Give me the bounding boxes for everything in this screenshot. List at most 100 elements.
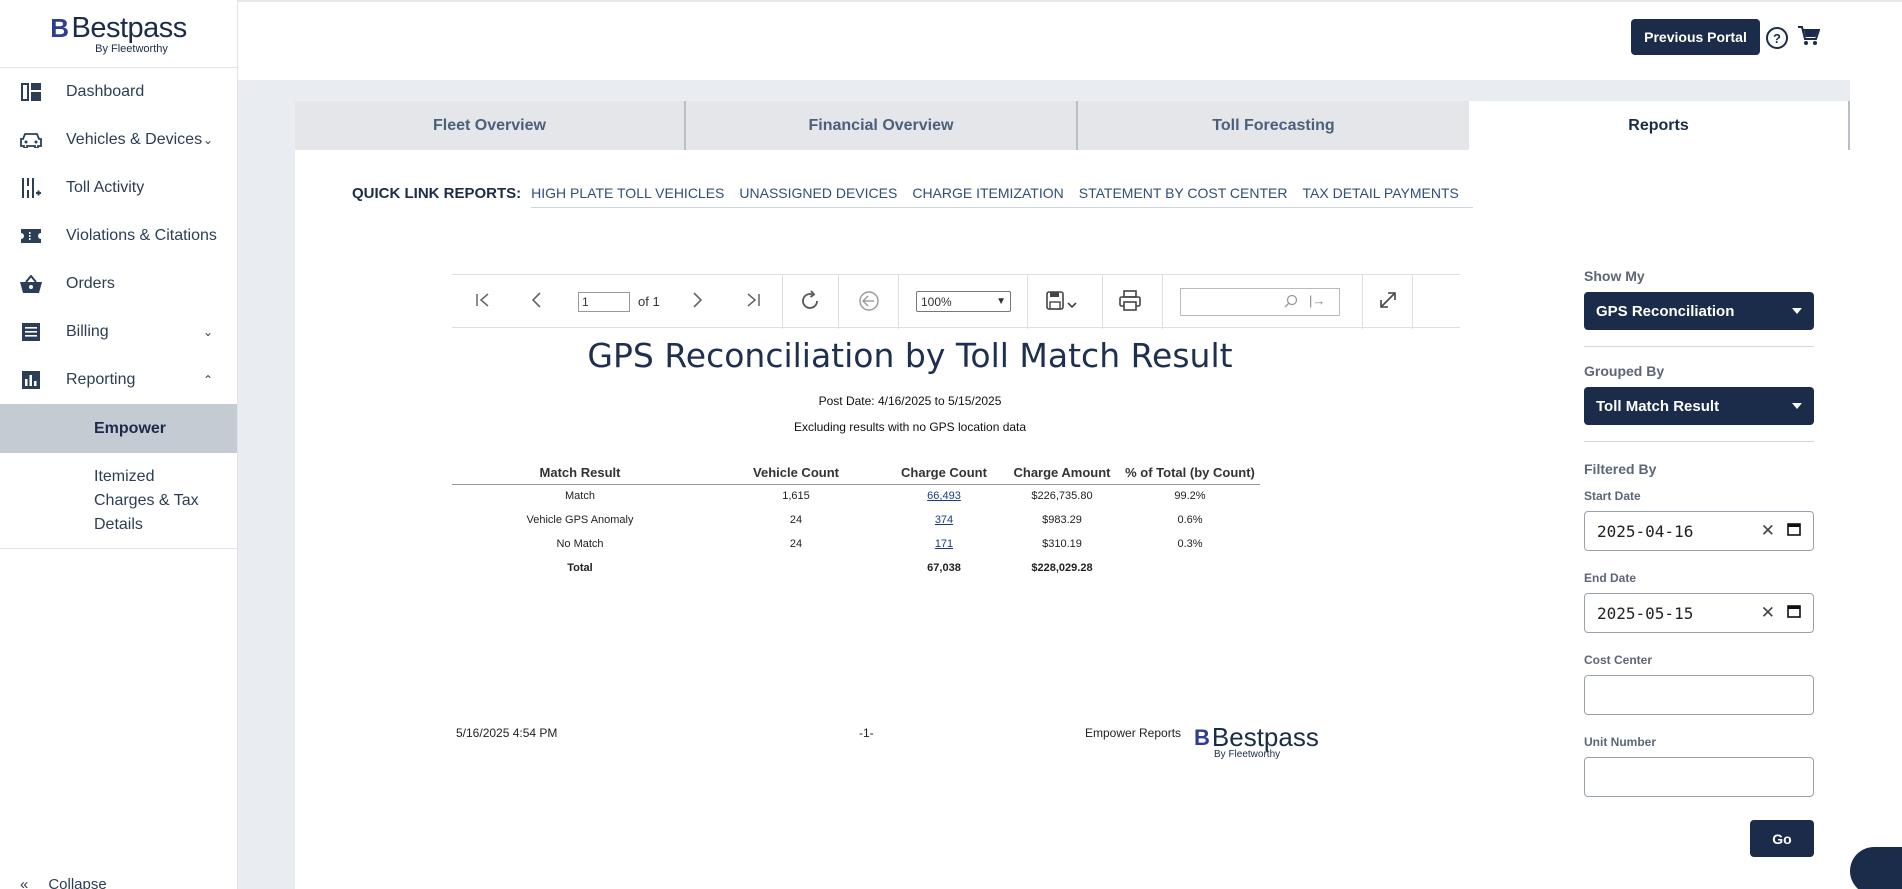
charge-count-link[interactable]: 171: [934, 538, 954, 550]
chevron-up-icon: ⌃: [202, 373, 213, 387]
quick-link-high-plate[interactable]: HIGH PLATE TOLL VEHICLES: [531, 185, 725, 201]
report-source: Empower Reports: [1085, 726, 1182, 740]
tab-financial-overview[interactable]: Financial Overview: [686, 101, 1078, 150]
end-date-input[interactable]: 2025-05-15 ✕: [1584, 593, 1814, 633]
help-icon[interactable]: ?: [1766, 27, 1788, 49]
print-icon[interactable]: [1119, 290, 1141, 312]
match-result-cell: Match: [565, 490, 595, 503]
charge-amount-cell: $226,735.80: [1031, 490, 1093, 503]
vehicle-count-cell: 1,615: [782, 490, 810, 503]
clear-icon[interactable]: ✕: [1760, 521, 1775, 540]
toolbar-divider: [1362, 275, 1363, 329]
sidebar-item-orders[interactable]: Orders: [0, 260, 237, 308]
brand-logo[interactable]: B Bestpass By Fleetworthy: [0, 0, 237, 68]
sidebar-item-label: Reporting: [66, 371, 136, 388]
column-header: Charge Amount: [1004, 462, 1120, 485]
show-my-label: Show My: [1584, 268, 1645, 284]
tab-reports[interactable]: Reports: [1469, 101, 1850, 150]
quick-links-title: QUICK LINK REPORTS:: [352, 185, 522, 202]
grouped-by-select[interactable]: Toll Match Result: [1584, 387, 1814, 425]
chat-widget-icon[interactable]: [1850, 847, 1902, 889]
previous-portal-button[interactable]: Previous Portal: [1631, 19, 1760, 55]
filter-divider: [1584, 441, 1814, 442]
back-to-parent-icon[interactable]: [858, 290, 880, 312]
chevron-down-icon: ▼: [996, 296, 1006, 307]
collapse-button[interactable]: « Collapse: [20, 876, 107, 889]
next-page-icon[interactable]: [688, 291, 706, 309]
quick-link-statement-cost-center[interactable]: STATEMENT BY COST CENTER: [1078, 185, 1288, 201]
report-post-date: Post Date: 4/16/2025 to 5/15/2025: [818, 394, 1002, 408]
sidebar-item-dashboard[interactable]: Dashboard: [0, 68, 237, 116]
table-row: Vehicle GPS Anomaly 24 374 $983.29 0.6%: [452, 508, 1260, 532]
charge-count-link[interactable]: 66,493: [927, 490, 961, 503]
last-page-icon[interactable]: [744, 291, 762, 309]
bar-chart-icon: [20, 369, 42, 391]
tab-toll-forecasting[interactable]: Toll Forecasting: [1078, 101, 1469, 150]
sidebar-subitem-empower[interactable]: Empower: [0, 404, 237, 453]
first-page-icon[interactable]: [474, 291, 492, 309]
calendar-icon[interactable]: [1787, 522, 1801, 541]
cart-icon[interactable]: [1798, 26, 1822, 48]
find-next-icon[interactable]: |→: [1309, 293, 1326, 308]
sidebar-item-violations[interactable]: Violations & Citations: [0, 212, 237, 260]
list-icon: [20, 321, 42, 343]
sidebar-item-toll-activity[interactable]: Toll Activity: [0, 164, 237, 212]
toolbar-divider: [1102, 275, 1103, 329]
vehicle-count-cell: 24: [789, 538, 803, 550]
charge-count-link[interactable]: 374: [934, 514, 954, 526]
calendar-icon[interactable]: [1787, 604, 1801, 623]
charge-amount-cell: $310.19: [1042, 538, 1082, 550]
chevron-down-icon: ⌄: [202, 325, 213, 339]
unit-number-input[interactable]: [1584, 757, 1814, 797]
cost-center-input[interactable]: [1584, 675, 1814, 715]
double-chevron-left-icon: «: [20, 876, 29, 889]
charge-amount-cell: $983.29: [1042, 514, 1082, 526]
tab-fleet-overview[interactable]: Fleet Overview: [295, 101, 686, 150]
report-logo: B Bestpass By Fleetworthy: [1194, 722, 1319, 760]
save-icon[interactable]: [1046, 291, 1078, 313]
brand-byline: By Fleetworthy: [95, 43, 168, 55]
report-page-number: -1-: [859, 726, 874, 740]
sidebar-item-reporting[interactable]: Reporting ⌃: [0, 356, 237, 404]
page-number-input[interactable]: 1: [578, 292, 630, 312]
collapse-label: Collapse: [48, 876, 107, 889]
report-table: Match Result Vehicle Count Charge Count …: [452, 462, 1260, 580]
caret-down-icon: [1792, 308, 1802, 314]
zoom-select[interactable]: 100% ▼: [916, 291, 1011, 312]
sidebar-item-label: Dashboard: [66, 83, 145, 100]
ticket-icon: [20, 225, 42, 247]
sidebar-subitem-label: Itemized Charges & Tax Details: [94, 468, 199, 533]
total-label: Total: [567, 562, 593, 574]
table-row: No Match 24 171 $310.19 0.3%: [452, 532, 1260, 556]
sidebar-item-label: Orders: [66, 275, 115, 292]
sidebar-subitem-itemized[interactable]: Itemized Charges & Tax Details: [0, 453, 237, 549]
sidebar-item-billing[interactable]: Billing ⌄: [0, 308, 237, 356]
quick-link-tax-detail[interactable]: TAX DETAIL PAYMENTS: [1302, 185, 1459, 201]
toolbar-divider: [1027, 275, 1028, 329]
match-result-cell: No Match: [556, 538, 604, 550]
start-date-input[interactable]: 2025-04-16 ✕: [1584, 511, 1814, 551]
sidebar: B Bestpass By Fleetworthy Dashboard Vehi…: [0, 0, 238, 889]
sidebar-item-label: Toll Activity: [66, 179, 145, 196]
refresh-icon[interactable]: [798, 289, 822, 313]
show-my-select[interactable]: GPS Reconciliation: [1584, 292, 1814, 330]
total-charges-cell: 67,038: [927, 562, 961, 574]
clear-icon[interactable]: ✕: [1760, 603, 1775, 622]
toll-icon: [20, 177, 42, 199]
previous-page-icon[interactable]: [528, 291, 546, 309]
quick-link-unassigned-devices[interactable]: UNASSIGNED DEVICES: [739, 185, 898, 201]
find-input[interactable]: |→: [1180, 288, 1340, 316]
vehicle-count-cell: 24: [789, 514, 803, 526]
sidebar-item-vehicles[interactable]: Vehicles & Devices ⌄: [0, 116, 237, 164]
quick-link-charge-itemization[interactable]: CHARGE ITEMIZATION: [912, 185, 1064, 201]
grouped-by-label: Grouped By: [1584, 363, 1665, 379]
toolbar-divider: [898, 275, 899, 329]
go-button[interactable]: Go: [1750, 820, 1814, 857]
fullscreen-icon[interactable]: [1378, 290, 1398, 310]
toolbar-divider: [1412, 275, 1413, 329]
total-vehicles-cell: [708, 556, 884, 580]
page-count: of 1: [638, 294, 660, 309]
match-result-cell: Vehicle GPS Anomaly: [526, 514, 634, 526]
sidebar-item-label: Violations & Citations: [66, 227, 217, 244]
column-header: Vehicle Count: [708, 462, 884, 485]
